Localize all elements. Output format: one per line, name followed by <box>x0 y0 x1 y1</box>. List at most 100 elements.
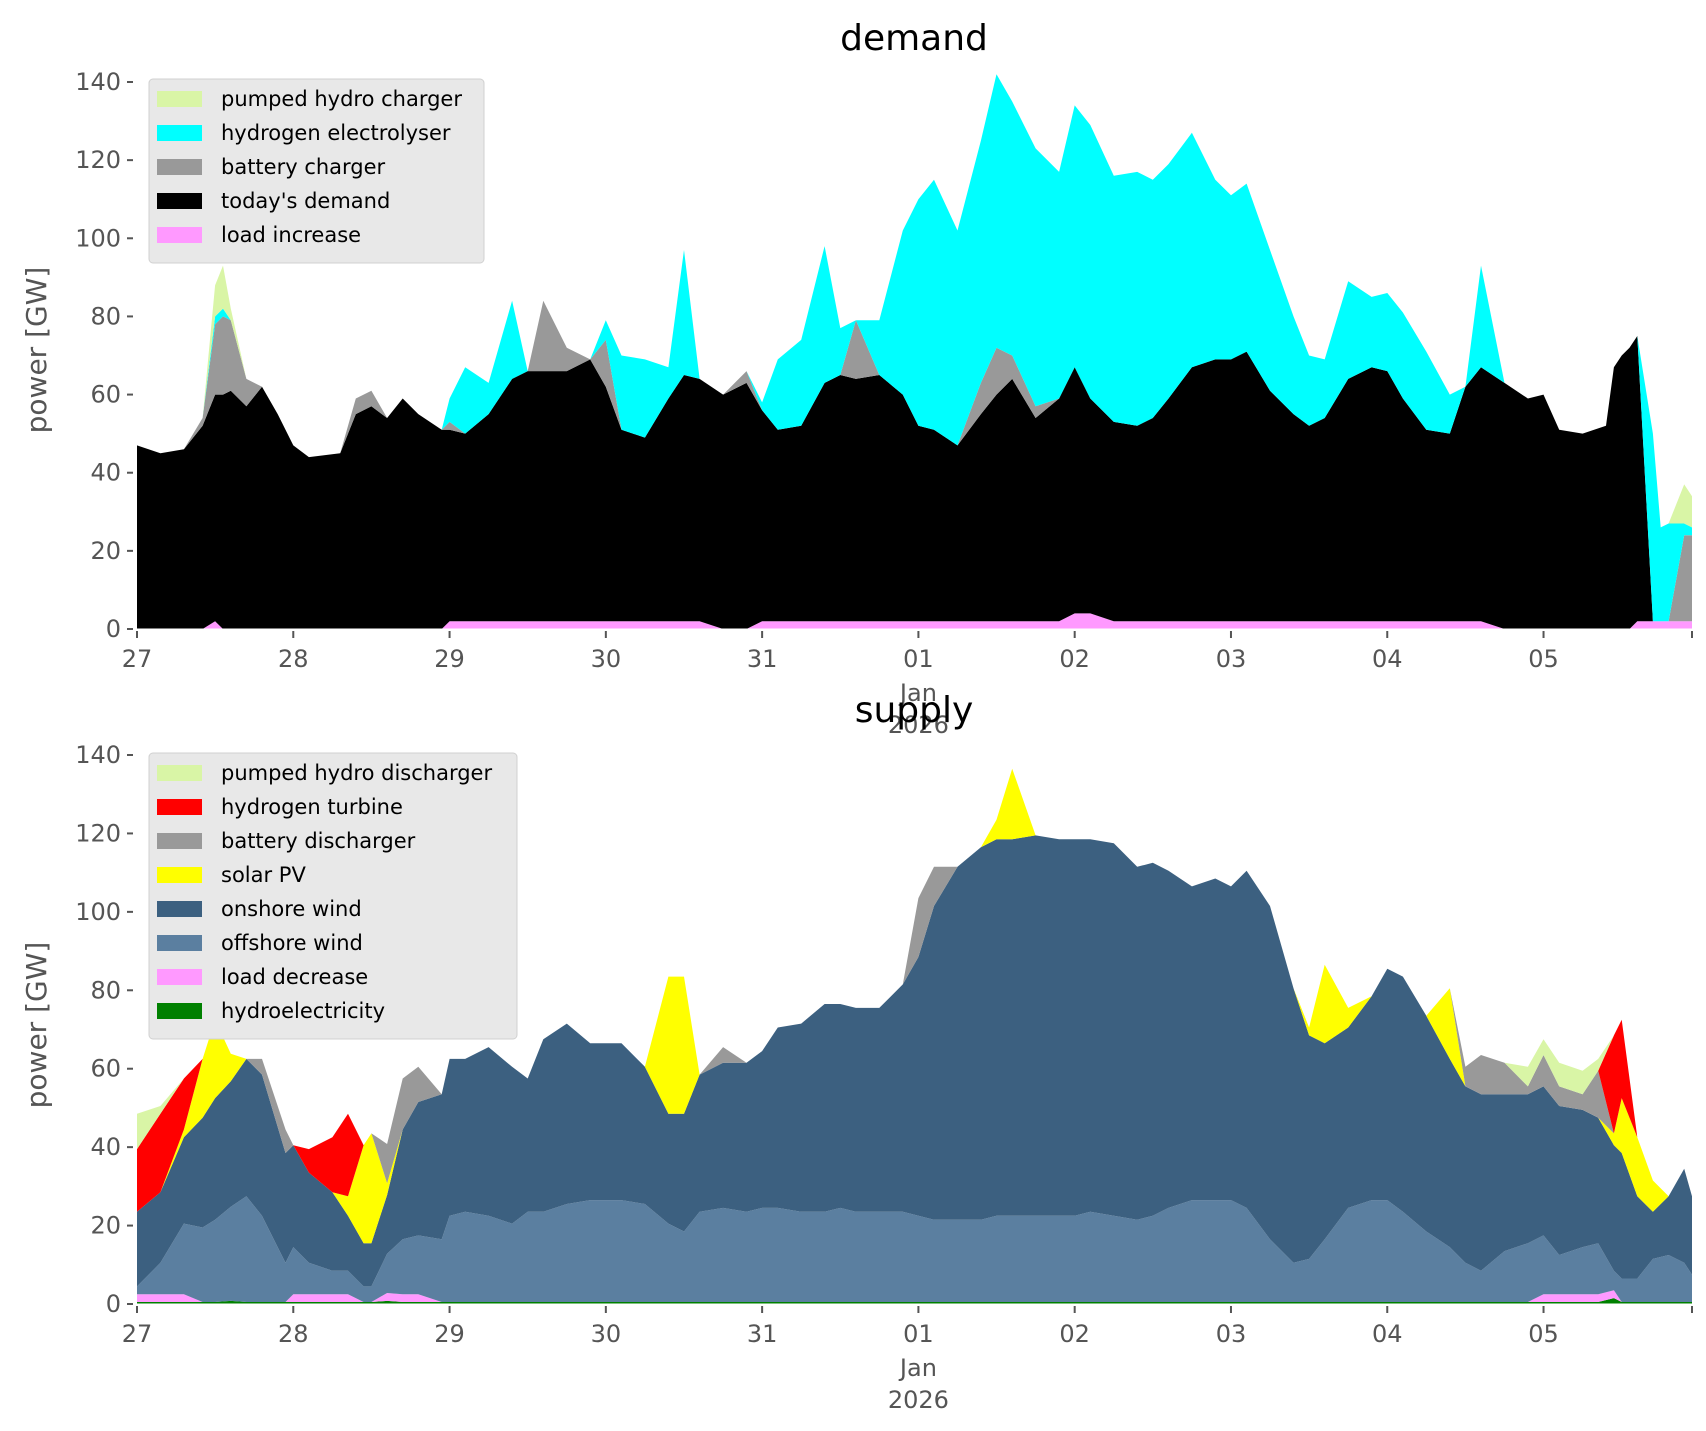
legend-item: hydrogen electrolyser <box>157 121 451 145</box>
legend-swatch <box>157 867 202 883</box>
x-tick-label: 03 <box>1216 645 1247 673</box>
area-hydroelectricity <box>137 1298 1692 1304</box>
legend-label: battery discharger <box>221 829 416 853</box>
legend-label: offshore wind <box>221 931 363 955</box>
y-tick-label: 140 <box>75 68 121 96</box>
legend-swatch <box>157 901 202 917</box>
area-load-decrease <box>137 1290 1692 1302</box>
demand-title: demand <box>840 18 988 59</box>
legend-box <box>148 78 485 264</box>
supply-y-axis-label: power [GW] <box>20 942 53 1109</box>
x-tick-label: 30 <box>591 645 622 673</box>
legend-swatch <box>157 935 202 951</box>
legend-swatch <box>157 227 202 243</box>
legend-box <box>148 752 518 1040</box>
y-tick-label: 80 <box>90 976 121 1004</box>
y-tick-label: 60 <box>90 1055 121 1083</box>
x-tick-sublabel: Jan <box>898 679 937 707</box>
x-tick-sublabel: 2026 <box>888 711 949 739</box>
y-tick-label: 140 <box>75 741 121 769</box>
legend-swatch <box>157 765 202 781</box>
legend-label: hydrogen electrolyser <box>221 121 451 145</box>
y-tick-label: 120 <box>75 819 121 847</box>
y-tick-label: 40 <box>90 1133 121 1161</box>
x-tick-label: 05 <box>1528 1320 1559 1348</box>
legend-item: pumped hydro charger <box>157 87 462 111</box>
legend-item: pumped hydro discharger <box>157 761 492 785</box>
x-tick-label: 04 <box>1372 1320 1403 1348</box>
supply-areas <box>137 768 1692 1304</box>
x-tick-label: 02 <box>1059 1320 1090 1348</box>
legend-item: onshore wind <box>157 897 362 921</box>
legend-swatch <box>157 193 202 209</box>
x-tick-label: 29 <box>434 645 465 673</box>
x-tick-label: 29 <box>434 1320 465 1348</box>
x-tick-label: 03 <box>1216 1320 1247 1348</box>
legend-swatch <box>157 125 202 141</box>
legend-swatch <box>157 1003 202 1019</box>
x-tick-label: 28 <box>278 645 309 673</box>
legend-swatch <box>157 969 202 985</box>
legend-swatch <box>157 799 202 815</box>
legend-item: battery charger <box>157 155 386 179</box>
legend-label: solar PV <box>221 863 306 887</box>
y-tick-label: 20 <box>90 1212 121 1240</box>
demand-axes: 0 20 40 60 80 100 120 140 27 28 29 30 31 01 Jan 2026 02 0… <box>75 68 1693 739</box>
legend-item: load decrease <box>157 965 368 989</box>
area-hydrogen-electrolyser <box>137 74 1692 622</box>
x-tick-label: 30 <box>591 1320 622 1348</box>
legend-swatch <box>157 833 202 849</box>
legend-swatch <box>157 91 202 107</box>
y-tick-label: 20 <box>90 537 121 565</box>
supply-legend: pumped hydro discharger hydrogen turbine b… <box>148 752 518 1040</box>
area-today-s-demand <box>137 336 1692 629</box>
legend-label: load increase <box>221 223 361 247</box>
y-tick-label: 100 <box>75 224 121 252</box>
legend-label: battery charger <box>221 155 386 179</box>
demand-y-axis-label: power [GW] <box>20 267 53 434</box>
legend-label: pumped hydro charger <box>221 87 462 111</box>
legend-item: offshore wind <box>157 931 363 955</box>
legend-item: today's demand <box>157 189 390 213</box>
y-tick-label: 100 <box>75 898 121 926</box>
demand-areas <box>137 74 1692 629</box>
x-tick-label: 02 <box>1059 645 1090 673</box>
legend-label: pumped hydro discharger <box>221 761 492 785</box>
legend-label: hydroelectricity <box>221 999 385 1023</box>
legend-swatch <box>157 159 202 175</box>
y-tick-label: 80 <box>90 302 121 330</box>
x-tick-label: 01 <box>903 645 934 673</box>
legend-label: today's demand <box>221 189 390 213</box>
legend-label: hydrogen turbine <box>221 795 403 819</box>
supply-axes: 0 20 40 60 80 100 120 140 27 28 29 30 31 01 Jan 2026 02 0… <box>75 741 1693 1414</box>
legend-item: solar PV <box>157 863 306 887</box>
legend-item: hydrogen turbine <box>157 795 403 819</box>
y-tick-label: 120 <box>75 146 121 174</box>
x-tick-label: 27 <box>122 1320 153 1348</box>
y-tick-label: 0 <box>106 615 121 643</box>
area-offshore-wind <box>137 1196 1692 1302</box>
supply-title: supply <box>855 690 974 731</box>
x-tick-label: 31 <box>747 1320 778 1348</box>
x-tick-label: 01 <box>903 1320 934 1348</box>
x-tick-label: 31 <box>747 645 778 673</box>
x-tick-label: 28 <box>278 1320 309 1348</box>
y-tick-label: 60 <box>90 381 121 409</box>
x-tick-label: 04 <box>1372 645 1403 673</box>
area-onshore-wind <box>137 835 1692 1287</box>
legend-item: battery discharger <box>157 829 416 853</box>
legend-label: onshore wind <box>221 897 362 921</box>
legend-item: hydroelectricity <box>157 999 385 1023</box>
y-tick-label: 0 <box>106 1290 121 1318</box>
x-tick-sublabel: Jan <box>898 1354 937 1382</box>
x-tick-label: 27 <box>122 645 153 673</box>
x-tick-sublabel: 2026 <box>888 1386 949 1414</box>
legend-item: load increase <box>157 223 361 247</box>
x-tick-label: 05 <box>1528 645 1559 673</box>
demand-legend: pumped hydro charger hydrogen electrolyse… <box>148 78 485 264</box>
y-tick-label: 40 <box>90 459 121 487</box>
legend-label: load decrease <box>221 965 368 989</box>
